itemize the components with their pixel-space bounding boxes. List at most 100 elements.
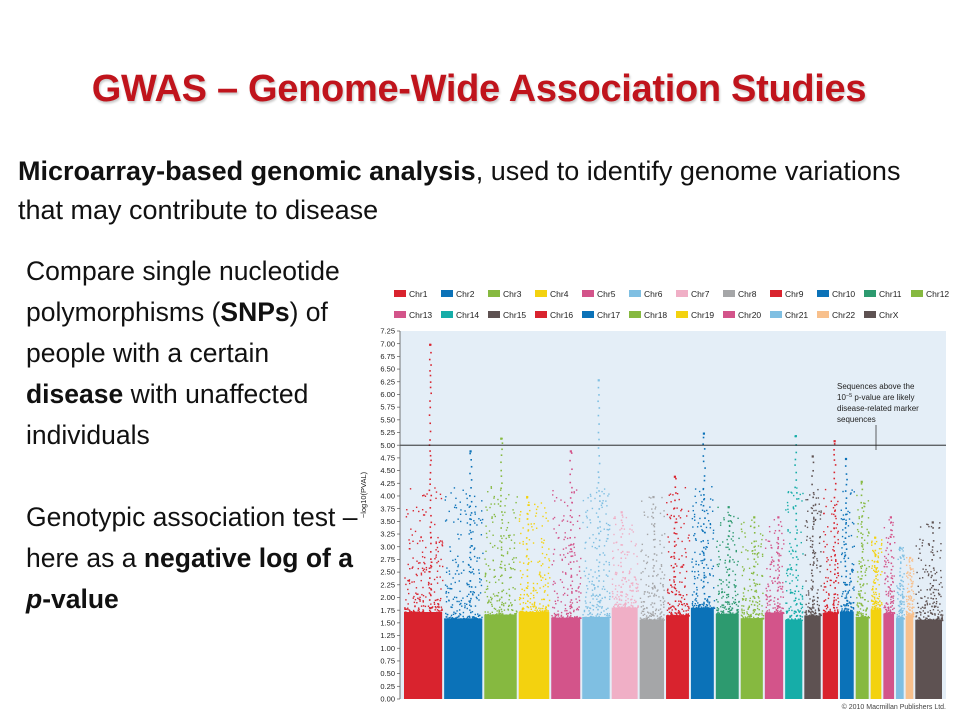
snp-point — [932, 597, 935, 600]
snp-point — [859, 608, 862, 610]
snp-point — [543, 598, 546, 601]
snp-point — [812, 469, 814, 472]
snp-point — [899, 605, 901, 608]
snp-point — [631, 524, 633, 526]
snp-point — [468, 506, 470, 508]
snp-point — [522, 573, 524, 576]
snp-point — [827, 577, 829, 579]
snp-point — [652, 613, 654, 615]
snp-point — [474, 511, 476, 513]
snp-point — [422, 610, 425, 612]
snp-point — [717, 609, 719, 612]
snp-point — [716, 609, 718, 611]
snp-point — [459, 613, 462, 616]
legend-swatch — [676, 311, 688, 318]
snp-point — [609, 524, 611, 527]
snp-point — [509, 614, 511, 616]
snp-point — [566, 617, 568, 619]
snp-point — [450, 616, 452, 618]
snp-point — [533, 612, 536, 614]
snp-point — [744, 536, 747, 538]
snp-point — [501, 601, 503, 604]
snp-point — [462, 615, 464, 618]
snp-point — [654, 586, 656, 588]
snp-point — [748, 618, 750, 620]
annotation-line-1: Sequences above the — [837, 382, 915, 391]
snp-point — [487, 491, 489, 493]
snp-point — [471, 616, 474, 618]
snp-point — [489, 542, 492, 545]
snp-point — [703, 577, 706, 579]
snp-point — [811, 475, 813, 477]
snp-point — [430, 459, 432, 462]
snp-point — [554, 582, 556, 584]
snp-point — [752, 552, 754, 555]
snp-point — [919, 577, 921, 580]
snp-point — [542, 607, 544, 610]
snp-point — [847, 608, 850, 610]
snp-point — [793, 600, 795, 602]
snp-point — [680, 526, 682, 529]
snp-point — [834, 515, 837, 518]
snp-point — [601, 597, 603, 599]
snp-point — [911, 607, 913, 609]
snp-cluster — [484, 614, 517, 699]
snp-point — [861, 557, 863, 559]
snp-point — [681, 566, 684, 568]
snp-point — [857, 523, 859, 525]
snp-point — [856, 571, 859, 573]
snp-point — [814, 552, 817, 554]
snp-point — [469, 600, 472, 602]
snp-point — [416, 560, 418, 562]
snp-point — [502, 555, 505, 557]
snp-point — [788, 550, 791, 553]
snp-point — [625, 603, 627, 605]
snp-point — [683, 522, 685, 525]
snp-point — [470, 571, 472, 574]
snp-point — [635, 590, 638, 593]
snp-point — [564, 532, 566, 534]
snp-point — [917, 606, 920, 609]
snp-point — [501, 519, 503, 521]
snp-point — [812, 587, 814, 589]
snp-point — [847, 557, 850, 559]
snp-point — [792, 494, 795, 497]
snp-point — [735, 603, 738, 606]
snp-point — [786, 590, 788, 592]
bold-run: negative log of a — [143, 543, 353, 573]
snp-point — [910, 586, 913, 588]
snp-point — [678, 603, 680, 605]
snp-point — [455, 497, 457, 500]
snp-point — [584, 600, 587, 602]
snp-point — [407, 592, 410, 595]
snp-point — [522, 611, 524, 613]
snp-point — [750, 613, 752, 616]
snp-point — [542, 611, 544, 614]
snp-point — [823, 512, 825, 515]
snp-point — [866, 542, 869, 544]
snp-point — [829, 584, 832, 587]
snp-point — [663, 510, 665, 512]
snp-point — [599, 526, 601, 528]
snp-point — [659, 582, 662, 585]
snp-point — [693, 516, 696, 518]
snp-point — [859, 616, 862, 619]
snp-point — [629, 589, 631, 592]
snp-point — [867, 600, 869, 603]
snp-point — [660, 612, 662, 614]
snp-point — [563, 554, 565, 556]
snp-point — [428, 582, 430, 585]
snp-point — [819, 536, 821, 539]
snp-point — [740, 523, 743, 525]
snp-point — [892, 613, 894, 616]
snp-point — [912, 615, 914, 618]
snp-point — [875, 605, 878, 607]
snp-point — [738, 537, 740, 540]
snp-point — [540, 607, 542, 610]
snp-point — [597, 481, 600, 484]
snp-point — [856, 536, 859, 538]
snp-point — [575, 598, 577, 600]
snp-point — [863, 502, 865, 504]
snp-point — [649, 595, 651, 597]
snp-point — [809, 598, 811, 600]
